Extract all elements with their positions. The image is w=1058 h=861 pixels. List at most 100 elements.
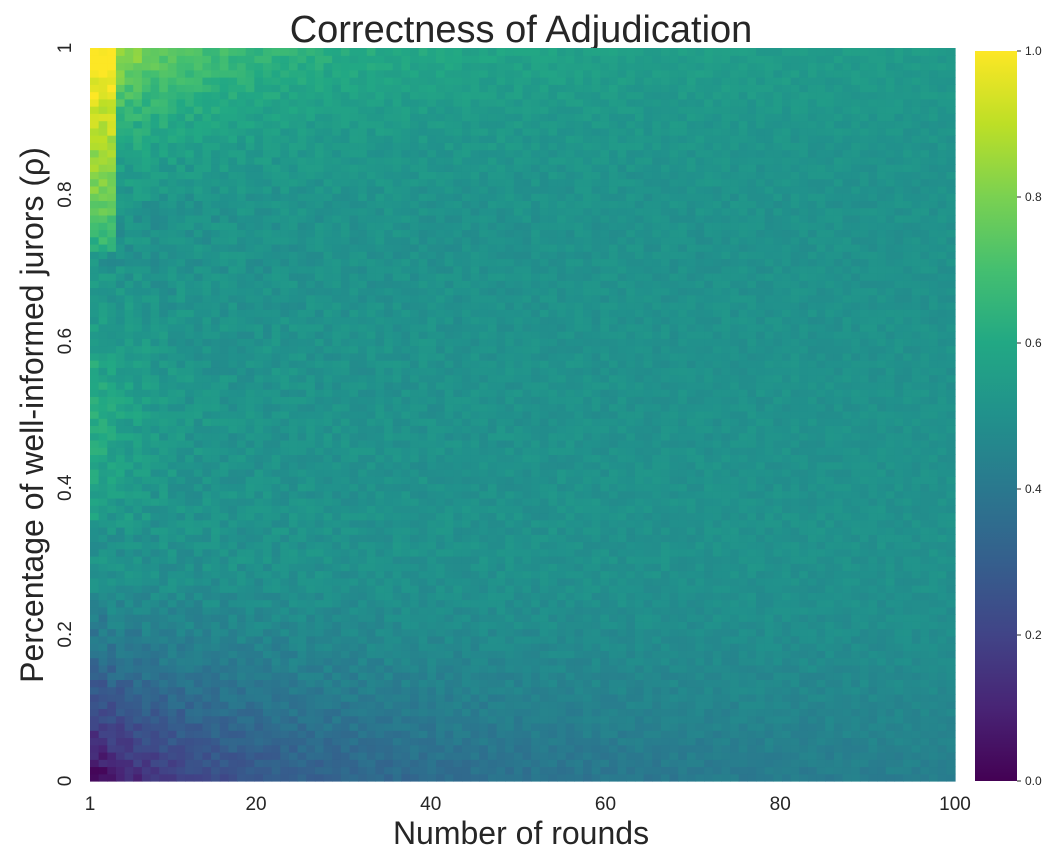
heatmap-cell [288,497,299,506]
heatmap-cell [375,345,385,354]
heatmap-cell [418,461,428,470]
heatmap-cell [444,265,454,274]
heatmap-cell [133,534,143,543]
heatmap-cell [245,686,255,695]
heatmap-cell [366,171,377,180]
heatmap-cell [410,497,420,506]
heatmap-cell [323,476,333,485]
heatmap-cell [366,178,377,187]
heatmap-cell [202,751,212,760]
heatmap-cell [150,643,160,651]
heatmap-cell [185,48,195,56]
heatmap-cell [297,556,307,564]
heatmap-cell [90,55,100,64]
heatmap-cell [323,657,333,666]
heatmap-cell [358,55,368,64]
heatmap-cell [401,606,411,615]
heatmap-cell [418,526,428,535]
heatmap-cell [487,563,498,572]
heatmap-cell [470,606,480,615]
heatmap-cell [150,222,160,231]
heatmap-cell [358,439,368,448]
heatmap-cell [124,722,134,731]
heatmap-cell [453,193,463,202]
heatmap-cell [115,135,126,143]
heatmap-cell [392,425,402,434]
heatmap-cell [150,309,160,318]
heatmap-cell [133,367,143,376]
heatmap-cell [323,69,333,78]
heatmap-cell [427,207,437,216]
heatmap-cell [505,505,515,514]
heatmap-cell [107,548,117,557]
heatmap-cell [314,287,325,296]
heatmap-cell [124,302,134,310]
heatmap-cell [470,77,480,85]
heatmap-cell [237,294,247,303]
heatmap-cell [436,69,446,78]
heatmap-cell [392,686,402,695]
heatmap-cell [280,650,290,659]
heatmap-cell [150,156,160,165]
heatmap-cell [107,606,117,615]
heatmap-cell [167,490,178,499]
heatmap-cell [245,592,255,601]
heatmap-cell [245,599,255,608]
heatmap-cell [254,164,264,172]
heatmap-cell [349,229,359,238]
heatmap-cell [263,686,273,695]
heatmap-cell [453,381,463,390]
heatmap-cell [107,316,117,325]
heatmap-cell [470,62,480,71]
heatmap-cell [375,534,385,543]
heatmap-cell [271,577,281,586]
heatmap-cell [306,91,316,100]
heatmap-cell [444,374,454,383]
heatmap-cell [167,360,178,368]
heatmap-cell [314,178,325,187]
heatmap-cell [185,650,195,659]
heatmap-cell [323,556,333,564]
heatmap-cell [115,476,126,485]
heatmap-cell [98,635,108,644]
heatmap-cell [323,759,333,768]
heatmap-cell [263,374,273,383]
heatmap-cell [263,171,273,180]
heatmap-cell [150,403,160,412]
heatmap-cell [150,759,160,768]
heatmap-cell [167,171,178,180]
heatmap-cell [401,207,411,216]
heatmap-cell [444,621,454,630]
heatmap-cell [505,338,515,347]
heatmap-cell [185,708,195,717]
heatmap-cell [340,628,351,637]
heatmap-cell [115,243,126,252]
heatmap-cell [254,664,264,673]
heatmap-cell [418,497,428,506]
heatmap-cell [107,599,117,608]
heatmap-cell [444,708,454,717]
heatmap-cell [366,222,377,231]
heatmap-cell [185,178,195,187]
heatmap-cell [115,563,126,572]
heatmap-cell [219,127,229,136]
heatmap-cell [263,91,273,100]
heatmap-cell [461,679,472,688]
heatmap-cell [487,127,498,136]
heatmap-cell [219,505,229,514]
heatmap-cell [271,294,281,303]
heatmap-cell [461,744,472,753]
heatmap-cell [332,389,342,397]
heatmap-cell [314,243,325,252]
heatmap-cell [167,156,178,165]
heatmap-cell [167,229,178,238]
heatmap-cell [358,193,368,202]
heatmap-cell [124,614,134,622]
heatmap-cell [323,331,333,339]
heatmap-cell [219,164,229,172]
heatmap-cell [280,773,290,782]
heatmap-cell [124,331,134,339]
heatmap-cell [288,222,299,231]
heatmap-cell [349,570,359,579]
heatmap-cell [280,55,290,64]
